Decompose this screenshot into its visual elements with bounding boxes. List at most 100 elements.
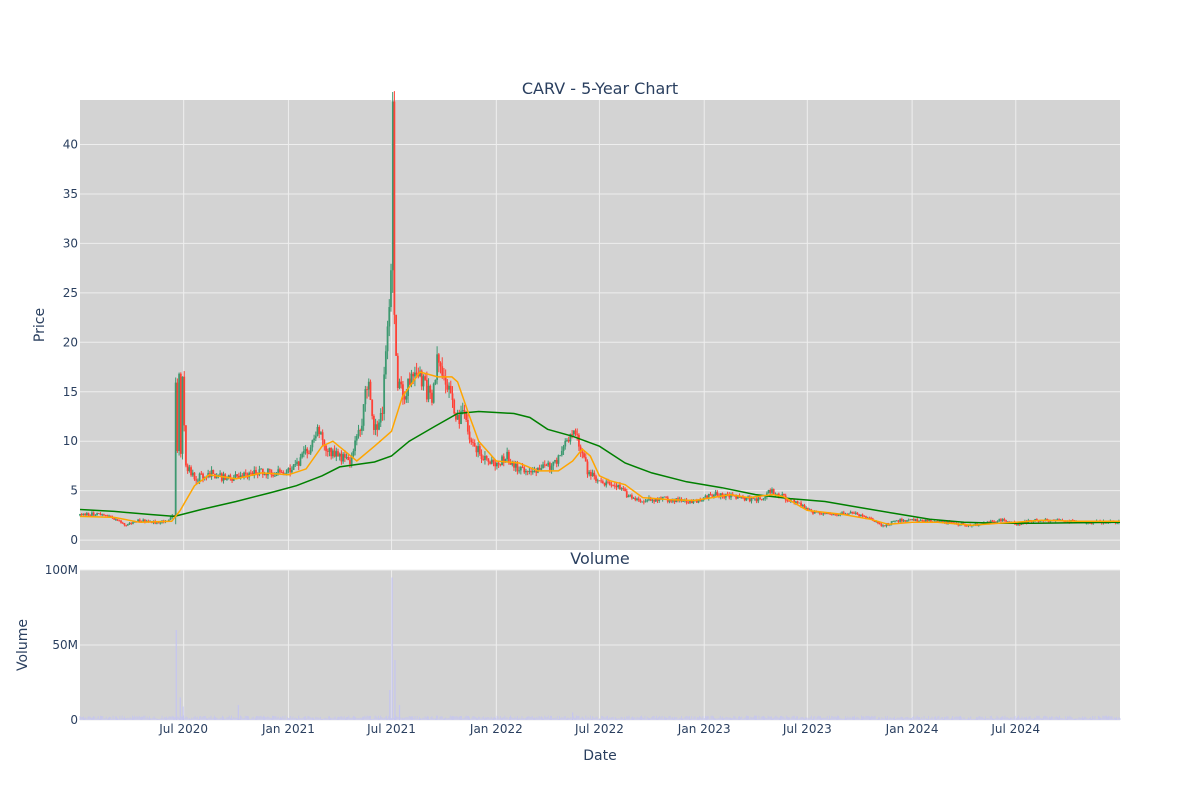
volume-bar (977, 717, 979, 720)
volume-bar (1074, 718, 1075, 720)
x-tick-label: Jul 2021 (366, 722, 416, 736)
volume-bar (250, 719, 252, 720)
volume-bar (445, 717, 447, 720)
candle-body (188, 467, 191, 472)
volume-bar (434, 718, 436, 720)
candle-body (367, 381, 370, 390)
candle-body (408, 378, 411, 385)
candle-body (200, 473, 203, 475)
volume-bar (565, 718, 567, 720)
volume-bar (706, 716, 707, 720)
volume-bar (640, 716, 641, 720)
volume-bar (736, 718, 738, 720)
volume-bar (515, 718, 517, 720)
volume-bar (802, 717, 804, 720)
candle-body (911, 519, 914, 520)
volume-bar (343, 716, 345, 720)
volume-bar (682, 718, 683, 720)
volume-bar (1002, 716, 1004, 720)
volume-bar (289, 718, 290, 720)
candle-body (612, 484, 614, 486)
candle-body (581, 451, 584, 454)
volume-bar (491, 718, 493, 720)
volume-bar (440, 716, 442, 720)
candle-body (837, 515, 840, 516)
volume-bar (270, 718, 272, 720)
volume-bar (531, 715, 533, 720)
volume-bar (368, 715, 370, 720)
x-tick-label: Jan 2022 (469, 722, 523, 736)
volume-bar (220, 717, 222, 720)
candle-body (564, 440, 567, 447)
volume-bar (661, 715, 663, 720)
volume-bar (498, 718, 500, 720)
volume-bar (423, 717, 425, 720)
volume-bar (937, 716, 939, 720)
volume-bar (195, 717, 197, 720)
volume-bar (526, 717, 527, 720)
candle-body (490, 459, 493, 464)
volume-bar (695, 718, 697, 720)
volume-bar (121, 715, 123, 720)
volume-bar (806, 717, 808, 720)
candle-body (424, 376, 427, 380)
volume-bar (892, 717, 894, 720)
candle-body (321, 432, 324, 440)
candle-body (244, 472, 247, 475)
candle-body (258, 469, 261, 475)
volume-bar (1051, 716, 1053, 720)
volume-bar (816, 716, 818, 720)
volume-bar (536, 716, 538, 720)
volume-bar (646, 716, 648, 720)
candle-body (965, 525, 968, 527)
volume-bar (753, 715, 755, 720)
candle-body (701, 500, 703, 502)
volume-bar (404, 717, 406, 720)
volume-bar (1006, 717, 1008, 720)
volume-bar (267, 716, 269, 720)
volume-bar (342, 717, 344, 720)
volume-bar (952, 716, 953, 720)
volume-bar (669, 715, 671, 720)
volume-bar (169, 716, 171, 720)
candle-body (530, 471, 532, 473)
candle-body (793, 499, 796, 504)
volume-bar (523, 718, 525, 720)
volume-bar (657, 718, 658, 720)
candle-body (644, 501, 647, 503)
volume-bar (941, 716, 943, 720)
volume-bar (240, 715, 242, 720)
volume-bar (930, 717, 932, 720)
volume-bar (537, 717, 539, 720)
candle-body (318, 426, 321, 435)
volume-bar (449, 715, 451, 720)
volume-bar (673, 718, 674, 720)
candle-body (940, 521, 943, 522)
candle-body (796, 501, 799, 503)
volume-bar (226, 717, 228, 720)
candle-body (624, 488, 626, 492)
volume-bar (212, 717, 214, 720)
candle-body (437, 354, 440, 363)
volume-bar (332, 718, 334, 720)
volume-bar (415, 718, 417, 720)
candle-body (113, 518, 116, 520)
volume-bar (760, 716, 762, 720)
candle-body (273, 475, 276, 477)
volume-bar (540, 716, 542, 720)
candle-body (654, 498, 657, 502)
candle-body (630, 495, 633, 499)
candle-body (174, 382, 177, 516)
x-tick-label: Jul 2022 (574, 722, 624, 736)
candle-body (104, 514, 107, 516)
candle-body (427, 385, 430, 400)
volume-bar (561, 716, 563, 720)
volume-bar (912, 716, 914, 720)
candle-body (137, 519, 139, 523)
volume-bar (245, 715, 247, 720)
volume-bar (437, 715, 439, 720)
volume-bar (513, 718, 515, 720)
volume-bar (553, 718, 555, 720)
chart-title: CARV - 5-Year Chart (522, 79, 678, 98)
volume-bar (244, 715, 246, 720)
